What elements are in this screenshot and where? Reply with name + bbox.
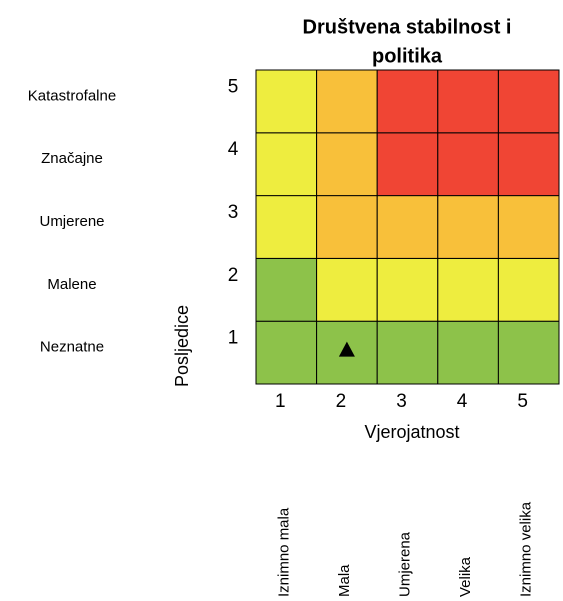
y-tick-label: 2 bbox=[228, 265, 239, 286]
x-tick-label: 2 bbox=[336, 391, 347, 412]
row-label: Malene bbox=[47, 276, 96, 293]
chart-title: politika bbox=[372, 45, 443, 67]
column-label: Umjerena bbox=[396, 531, 413, 597]
cell bbox=[316, 69, 378, 134]
y-tick-label: 3 bbox=[228, 202, 239, 223]
cell bbox=[497, 320, 560, 385]
x-tick-label: 5 bbox=[517, 391, 528, 412]
cell bbox=[376, 132, 439, 197]
column-label: Velika bbox=[457, 556, 474, 597]
cell bbox=[376, 320, 439, 385]
y-tick-label: 4 bbox=[228, 139, 239, 160]
y-tick-label: 1 bbox=[228, 328, 239, 349]
cell bbox=[376, 257, 439, 322]
x-axis-label: Vjerojatnost bbox=[364, 422, 459, 442]
y-axis-label: Posljedice bbox=[172, 305, 192, 387]
cell bbox=[497, 132, 560, 197]
cell bbox=[255, 257, 318, 322]
row-label: Značajne bbox=[41, 150, 103, 167]
cell bbox=[437, 320, 499, 385]
cell bbox=[316, 195, 378, 259]
cell bbox=[497, 69, 560, 134]
y-tick-label: 5 bbox=[228, 76, 239, 97]
x-tick-label: 1 bbox=[275, 391, 286, 412]
cell bbox=[437, 69, 499, 134]
x-tick-label: 3 bbox=[396, 391, 407, 412]
cell bbox=[255, 132, 318, 197]
x-tick-label: 4 bbox=[457, 391, 468, 412]
cell bbox=[316, 132, 378, 197]
chart-title: Društvena stabilnost i bbox=[303, 16, 512, 38]
cell bbox=[497, 195, 560, 259]
cell bbox=[376, 195, 439, 259]
cell bbox=[255, 69, 318, 134]
column-label: Mala bbox=[336, 564, 353, 597]
row-label: Neznatne bbox=[40, 339, 104, 356]
marker bbox=[338, 341, 355, 357]
cell bbox=[437, 132, 499, 197]
cell bbox=[316, 257, 378, 322]
column-label: Iznimno mala bbox=[275, 507, 292, 597]
cell bbox=[376, 69, 439, 134]
column-label: Iznimno velika bbox=[518, 501, 535, 597]
cell bbox=[437, 195, 499, 259]
cell bbox=[437, 257, 499, 322]
cell bbox=[255, 195, 318, 259]
cell bbox=[497, 257, 560, 322]
cell bbox=[255, 320, 318, 385]
row-label: Umjerene bbox=[39, 213, 104, 230]
row-label: Katastrofalne bbox=[28, 87, 116, 104]
